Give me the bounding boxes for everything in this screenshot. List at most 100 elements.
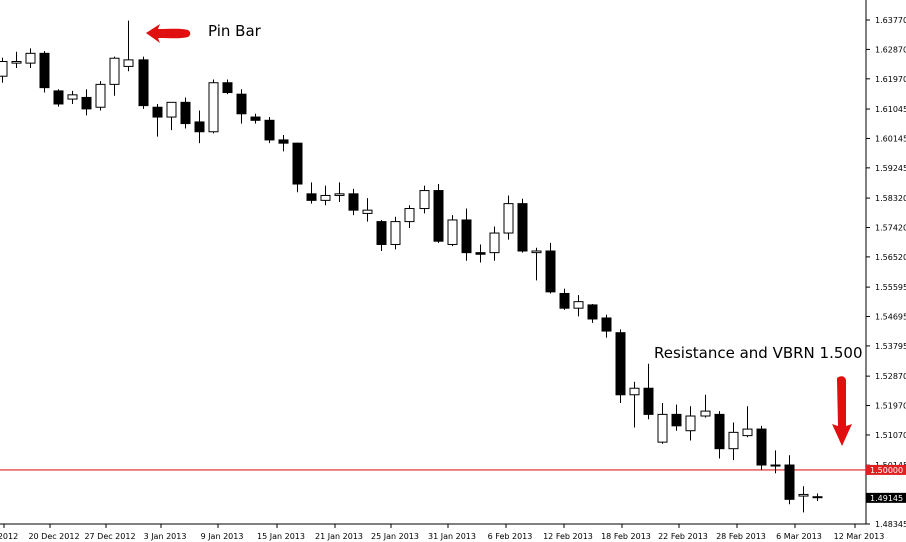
candle-body-bear bbox=[138, 59, 149, 107]
y-tick-label: 1.63770 bbox=[875, 16, 906, 25]
candle-body-bull bbox=[320, 194, 331, 201]
x-tick-label: 2012 bbox=[0, 532, 18, 541]
y-tick-label: 1.52870 bbox=[875, 372, 906, 381]
x-tick-label: 3 Jan 2013 bbox=[144, 532, 187, 541]
candle-body-bear bbox=[671, 413, 682, 427]
candle bbox=[433, 184, 444, 243]
candle-body-bear bbox=[517, 203, 528, 252]
candle bbox=[109, 56, 120, 96]
candle-body-bear bbox=[376, 221, 387, 245]
x-tick-label: 25 Jan 2013 bbox=[371, 532, 419, 541]
candle-body-bear bbox=[53, 90, 64, 105]
candle bbox=[784, 455, 795, 505]
candle bbox=[742, 406, 753, 438]
y-tick-label: 1.58320 bbox=[875, 194, 906, 203]
candle bbox=[629, 381, 640, 428]
candle-body-bear bbox=[194, 121, 205, 133]
candle-body-bear bbox=[545, 250, 556, 293]
x-tick-label: 31 Jan 2013 bbox=[428, 532, 476, 541]
x-tick-label: 22 Feb 2013 bbox=[658, 532, 708, 541]
candle-body-bear bbox=[236, 93, 247, 115]
candle bbox=[278, 135, 289, 152]
y-tick-label: 1.55595 bbox=[875, 283, 906, 292]
candle-body-bull bbox=[362, 209, 373, 214]
candle bbox=[0, 57, 8, 83]
candle-body-bull bbox=[685, 415, 696, 432]
candle bbox=[517, 198, 528, 253]
candle bbox=[264, 117, 275, 144]
candle bbox=[587, 303, 598, 323]
level-price-tag bbox=[866, 464, 906, 475]
candle-body-bull bbox=[812, 496, 823, 499]
candle bbox=[657, 402, 668, 444]
candle-body-bull bbox=[629, 387, 640, 396]
annotation-resistance-text: Resistance and VBRN 1.500 bbox=[654, 344, 863, 362]
x-tick-labels: 2012 20 Dec 2012 27 Dec 2012 3 Jan 2013 9 Ja… bbox=[0, 524, 884, 541]
x-tick-label: 9 Jan 2013 bbox=[201, 532, 244, 541]
candle bbox=[601, 314, 612, 338]
candle-body-bear bbox=[475, 252, 486, 255]
candle-body-bull bbox=[447, 219, 458, 245]
candle bbox=[152, 103, 163, 137]
x-tick-label: 6 Mar 2013 bbox=[776, 532, 822, 541]
candle-body-bull bbox=[11, 60, 22, 64]
y-tick-label: 1.59245 bbox=[875, 164, 906, 173]
candle-body-bull bbox=[208, 82, 219, 133]
candle bbox=[545, 242, 556, 294]
candle-body-bear bbox=[714, 413, 725, 450]
candle bbox=[95, 81, 106, 111]
x-tick-label: 15 Jan 2013 bbox=[257, 532, 305, 541]
candle bbox=[685, 406, 696, 441]
candle-body-bear bbox=[152, 106, 163, 118]
candle bbox=[67, 90, 78, 104]
candle bbox=[573, 295, 584, 317]
candle-body-bear bbox=[770, 464, 781, 467]
candle bbox=[671, 404, 682, 431]
annotation-pin-bar-text: Pin Bar bbox=[208, 22, 262, 40]
candle bbox=[123, 20, 134, 72]
candle-body-bear bbox=[250, 116, 261, 121]
candle bbox=[475, 244, 486, 263]
candle-body-bear bbox=[784, 464, 795, 500]
candle-body-bull bbox=[166, 101, 177, 118]
candle-body-bull bbox=[25, 52, 36, 64]
candle bbox=[559, 288, 570, 310]
candle-body-bull bbox=[489, 232, 500, 254]
candle-body-bull bbox=[123, 59, 134, 67]
y-tick-label: 1.48345 bbox=[875, 520, 906, 529]
y-tick-label: 1.53795 bbox=[875, 342, 906, 351]
annotation-resistance: Resistance and VBRN 1.500 bbox=[654, 344, 863, 446]
candle-body-bull bbox=[503, 203, 514, 234]
y-tick-label: 1.61970 bbox=[875, 75, 906, 84]
y-tick-label: 1.57420 bbox=[875, 223, 906, 232]
x-tick-label: 27 Dec 2012 bbox=[84, 532, 135, 541]
current-price-label: 1.49145 bbox=[870, 494, 903, 503]
candle-body-bull bbox=[390, 221, 401, 245]
y-tick-label: 1.54695 bbox=[875, 313, 906, 322]
candle bbox=[306, 182, 317, 204]
y-tick-label: 1.51070 bbox=[875, 431, 906, 440]
candle bbox=[728, 422, 739, 461]
candle bbox=[376, 219, 387, 252]
price-tags: 1.49145 bbox=[866, 492, 906, 503]
candle-body-bear bbox=[756, 428, 767, 466]
candle bbox=[236, 89, 247, 124]
candle-body-bull bbox=[700, 410, 711, 417]
candle bbox=[489, 226, 500, 261]
left-arrow-icon bbox=[146, 24, 191, 43]
x-tick-label: 21 Jan 2013 bbox=[315, 532, 363, 541]
candle bbox=[320, 185, 331, 206]
candle-body-bull bbox=[728, 431, 739, 450]
candle-body-bear bbox=[180, 101, 191, 125]
candle bbox=[222, 79, 233, 95]
candle bbox=[39, 51, 50, 93]
candle bbox=[643, 363, 654, 420]
candle bbox=[292, 142, 303, 193]
candlestick-series bbox=[0, 20, 823, 513]
candle bbox=[404, 205, 415, 229]
candle bbox=[503, 195, 514, 240]
candle-body-bear bbox=[222, 82, 233, 94]
candle bbox=[166, 101, 177, 131]
